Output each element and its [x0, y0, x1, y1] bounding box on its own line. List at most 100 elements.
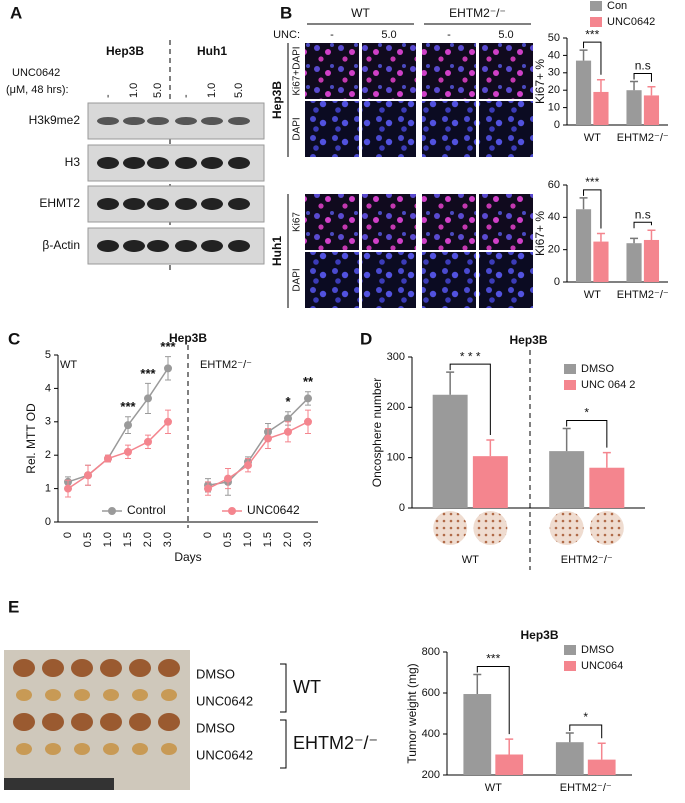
treatment-label: UNC0642 [12, 67, 60, 79]
tumor [158, 659, 180, 677]
chart-title: Hep3B [169, 331, 207, 345]
significance: *** [585, 175, 599, 189]
point [104, 454, 112, 463]
cell-line-label: Hep3B [270, 81, 284, 119]
x-tick-label: 1.5 [262, 532, 274, 547]
x-tick-label: 3.0 [302, 532, 314, 547]
error-bar [596, 79, 605, 92]
legend-label: UNC064 [581, 660, 623, 672]
blot-band [228, 240, 250, 252]
point [304, 417, 312, 426]
blot-band [123, 240, 145, 252]
micrograph [422, 43, 476, 99]
lane-label: 1.0 [206, 83, 218, 98]
bar [463, 694, 492, 775]
tumor [71, 713, 93, 731]
dose: 5.0 [498, 29, 513, 41]
blot-band [97, 198, 119, 210]
micrograph [479, 194, 533, 250]
lane-label: - [102, 94, 114, 98]
bar [549, 451, 585, 508]
point [204, 484, 212, 493]
treatment-unit: (μM, 48 hrs): [6, 84, 69, 96]
blot-band [147, 157, 169, 169]
point [124, 421, 132, 430]
dose-label: UNC: [273, 29, 300, 41]
y-tick-label: 100 [387, 452, 405, 464]
blot-row-label: EHMT2 [39, 196, 80, 210]
y-axis-label: Tumor weight (mg) [405, 663, 419, 763]
x-tick-label: 2.0 [282, 532, 294, 547]
lane-label: 5.0 [152, 83, 164, 98]
y-tick-label: 4 [45, 382, 51, 394]
significance: ** [303, 374, 314, 389]
x-tick-label: EHTM2⁻/⁻ [617, 289, 669, 301]
tumor-row-label: UNC0642 [196, 747, 253, 762]
error-bar [630, 80, 639, 91]
tumor [132, 689, 148, 701]
blot-band [228, 198, 250, 210]
blot-band [147, 198, 169, 210]
significance: *** [140, 366, 156, 381]
y-tick-label: 800 [422, 646, 440, 658]
tumor [100, 713, 122, 731]
error-bar [597, 742, 606, 760]
error-bar [647, 229, 656, 240]
bar [575, 60, 592, 126]
dose: 5.0 [381, 29, 396, 41]
legend-swatch [590, 1, 602, 11]
group-label: WT [60, 359, 77, 371]
legend-swatch [564, 364, 576, 374]
x-tick-label: 3.0 [162, 532, 174, 547]
bar [472, 456, 508, 508]
micrograph [479, 43, 533, 99]
micrograph [305, 252, 359, 308]
bar [587, 759, 616, 775]
blot-band [228, 117, 250, 125]
micrograph [362, 43, 416, 99]
error-bar [473, 673, 482, 695]
x-tick-label: 1.0 [242, 532, 254, 547]
legend-label: Control [127, 503, 166, 517]
y-tick-label: 400 [422, 728, 440, 740]
x-tick-label: EHTM2⁻/⁻ [561, 554, 613, 566]
group-label: EHTM2⁻/⁻ [200, 359, 252, 371]
tumor [74, 689, 90, 701]
significance: n.s [635, 59, 651, 73]
y-tick-label: 200 [422, 769, 440, 781]
blot-band [97, 240, 119, 252]
cell-line-label: Huh1 [270, 236, 284, 266]
error-bar [602, 451, 611, 468]
legend-marker [108, 507, 116, 515]
sphere-photo [549, 511, 584, 545]
tumor [45, 743, 61, 755]
point [84, 471, 92, 480]
tumor [74, 743, 90, 755]
y-axis-label: Ki67+ % [533, 59, 547, 104]
bar [626, 90, 642, 125]
y-tick-label: 30 [548, 67, 560, 79]
y-tick-label: 1 [45, 483, 51, 495]
error-bar [446, 371, 455, 395]
chart-title: Hep3B [509, 333, 547, 347]
legend-label: UNC0642 [607, 16, 655, 28]
point [164, 417, 172, 426]
y-tick-label: 40 [548, 211, 560, 223]
tumor [13, 713, 35, 731]
blot-band [147, 240, 169, 252]
blot-row-label: H3 [65, 155, 81, 169]
tumor [100, 659, 122, 677]
error-bar [596, 232, 605, 242]
lane-label: 1.0 [128, 83, 140, 98]
blot-band [175, 117, 197, 125]
bar [495, 754, 524, 775]
tumor [129, 659, 151, 677]
error-bar [505, 738, 514, 755]
y-tick-label: 20 [548, 244, 560, 256]
column-label: EHTM2⁻/⁻ [449, 6, 506, 20]
legend-label: UNC 064 2 [581, 379, 635, 391]
legend-swatch [590, 17, 602, 27]
lane-label: 5.0 [233, 83, 245, 98]
y-tick-label: 0 [45, 516, 51, 528]
stain-label: Ki67+DAPI [292, 46, 303, 95]
